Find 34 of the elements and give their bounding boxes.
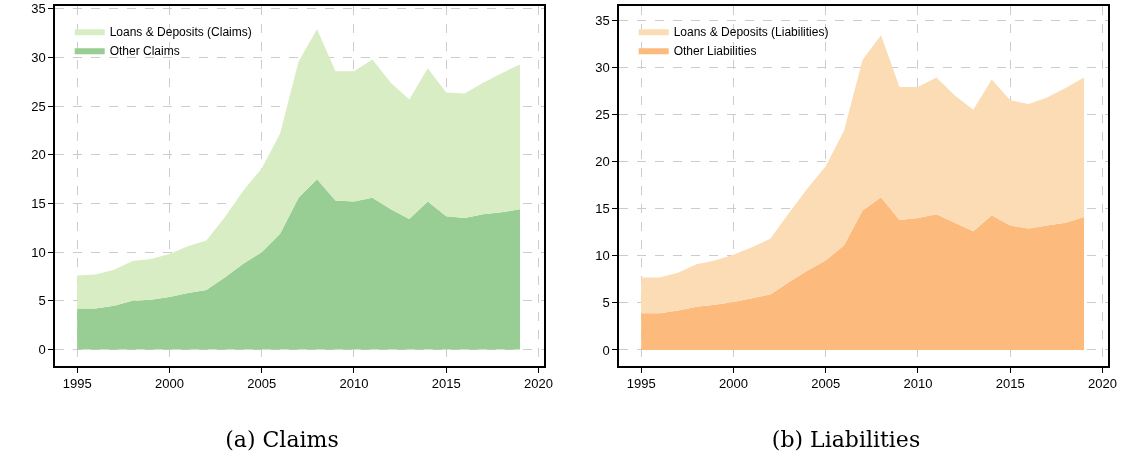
y-tick-label: 15 <box>31 196 46 212</box>
x-tick-label: 2000 <box>718 376 748 392</box>
y-tick-label: 35 <box>31 1 46 17</box>
y-tick-label: 10 <box>595 248 610 264</box>
y-tick-label: 5 <box>38 293 46 309</box>
x-tick-label: 2015 <box>431 376 461 392</box>
x-tick-label: 2005 <box>247 376 277 392</box>
y-tick-label: 30 <box>595 59 610 75</box>
legend-label: Other Claims <box>109 43 180 58</box>
y-tick-label: 0 <box>602 342 610 358</box>
y-tick-label: 35 <box>595 12 610 28</box>
y-tick-label: 0 <box>38 342 46 358</box>
y-tick-label: 30 <box>31 50 46 66</box>
y-tick-label: 25 <box>595 106 610 122</box>
y-tick-label: 5 <box>602 295 610 311</box>
x-tick-label: 1995 <box>62 376 92 392</box>
y-tick-label: 20 <box>595 154 610 170</box>
x-tick-label: 2000 <box>154 376 184 392</box>
legend-label: Other Liabilities <box>673 43 757 58</box>
y-tick-label: 10 <box>31 244 46 260</box>
text: (b) Liabilities <box>771 427 921 453</box>
y-tick-label: 20 <box>31 147 46 163</box>
x-tick-label: 1995 <box>626 376 656 392</box>
y-tick-label: 15 <box>595 201 610 217</box>
legend-label: Loans & Deposits (Claims) <box>109 24 252 39</box>
x-tick-label: 2010 <box>339 376 369 392</box>
x-tick-label: 2015 <box>995 376 1025 392</box>
text: (a) Claims <box>225 427 339 453</box>
x-tick-label: 2005 <box>811 376 841 392</box>
x-tick-label: 2020 <box>524 376 553 392</box>
x-tick-label: 2020 <box>1088 376 1117 392</box>
legend-label: Loans & Deposits (Liabilities) <box>673 24 829 39</box>
x-tick-label: 2010 <box>903 376 933 392</box>
y-tick-label: 25 <box>31 98 46 114</box>
